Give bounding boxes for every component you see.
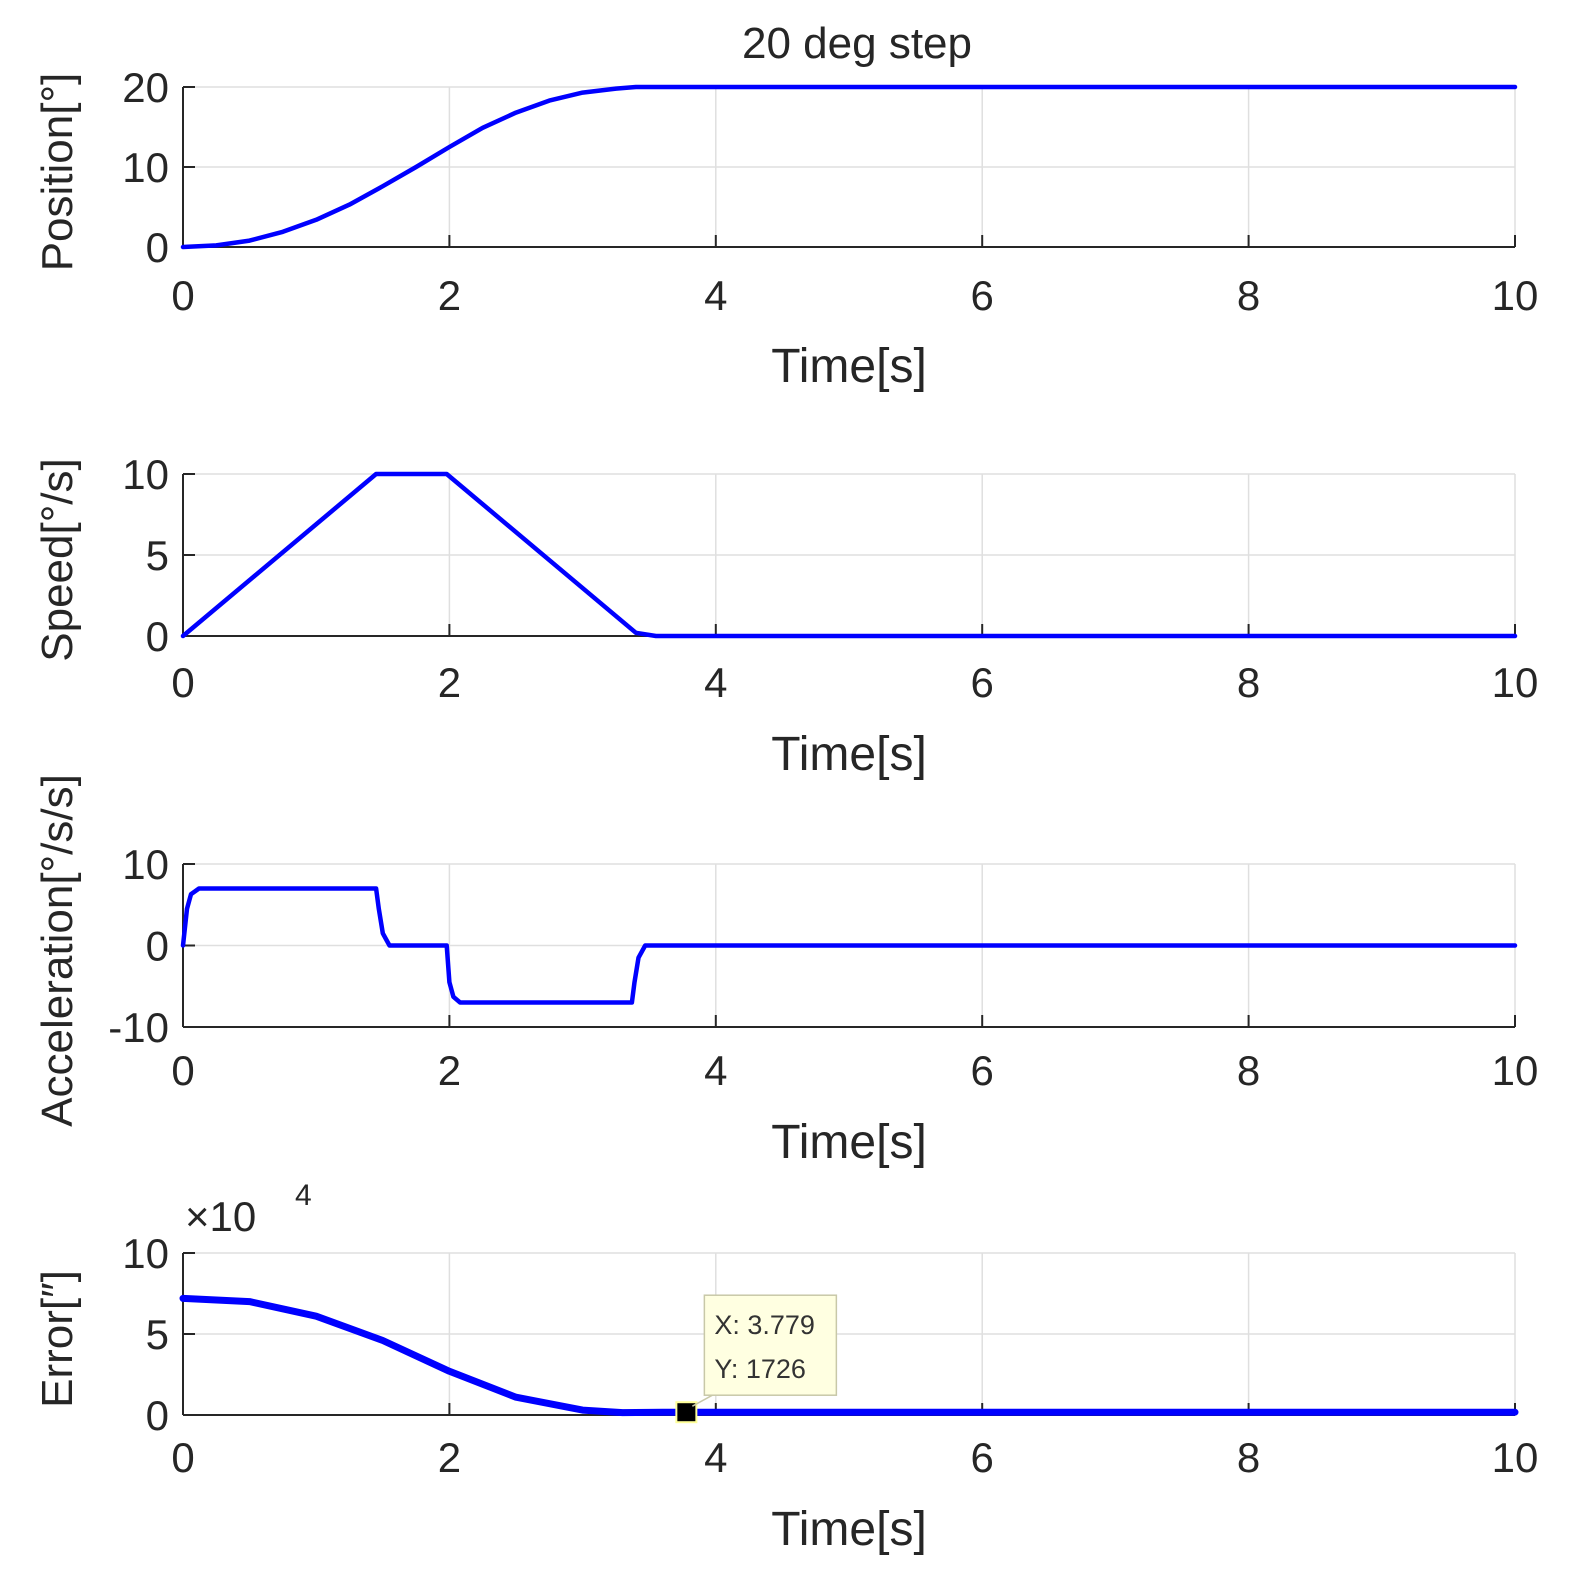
- x-tick-label: 10: [1492, 1434, 1539, 1481]
- x-tick-label: 10: [1492, 272, 1539, 319]
- y-tick-label: 10: [122, 144, 169, 191]
- y-axis-label: Acceleration[°/s/s]: [33, 774, 82, 1127]
- x-tick-label: 2: [438, 272, 461, 319]
- y-axis-exponent-power: 4: [295, 1179, 312, 1212]
- y-axis-exponent: ×10: [185, 1193, 256, 1240]
- x-tick-label: 0: [171, 272, 194, 319]
- series-line-position: [180, 84, 1518, 250]
- subplot-4: 0 2 4 6 8 10 0 5 10 Time[s] Error[″] ×10 4 X: 3.779 Y:…: [33, 1179, 1538, 1556]
- x-axis-label: Time[s]: [771, 1116, 927, 1169]
- series-line-error: [179, 1294, 1519, 1417]
- y-tick-label: 10: [122, 841, 169, 888]
- subplot-2: 0 2 4 6 8 10 0 5 10 Time[s] Speed[°/s]: [33, 451, 1538, 781]
- y-tick-label: 0: [146, 923, 169, 970]
- subplot-1: 0 2 4 6 8 10 0 10 20 Time[s] Position[°] 20 deg ste…: [33, 19, 1538, 393]
- datatip-pointer: [692, 1394, 713, 1407]
- datatip-marker: [675, 1401, 698, 1424]
- datatip-x-text: X: 3.779: [714, 1310, 815, 1340]
- y-axis-label: Speed[°/s]: [33, 458, 82, 662]
- x-axis-label: Time[s]: [771, 340, 927, 393]
- x-tick-label: 8: [1237, 272, 1260, 319]
- y-tick-label: 5: [146, 532, 169, 579]
- x-tick-label: 4: [704, 272, 727, 319]
- x-tick-label: 6: [971, 272, 994, 319]
- x-tick-label: 8: [1237, 659, 1260, 706]
- x-tick-label: 6: [971, 659, 994, 706]
- datatip-box: [703, 1294, 838, 1396]
- y-tick-label: 0: [146, 224, 169, 271]
- x-tick-label: 6: [971, 1047, 994, 1094]
- x-tick-label: 2: [438, 1434, 461, 1481]
- y-axis-label: Error[″]: [33, 1270, 82, 1408]
- x-tick-label: 10: [1492, 1047, 1539, 1094]
- series-line-acceleration: [180, 886, 1518, 1005]
- y-tick-label: -10: [108, 1004, 169, 1051]
- x-tick-label: 2: [438, 1047, 461, 1094]
- x-tick-label: 0: [171, 659, 194, 706]
- x-tick-label: 8: [1237, 1434, 1260, 1481]
- x-tick-label: 0: [171, 1047, 194, 1094]
- datatip-y-text: Y: 1726: [714, 1354, 806, 1384]
- y-tick-label: 10: [122, 451, 169, 498]
- x-tick-label: 4: [704, 1434, 727, 1481]
- y-axis-label: Position[°]: [33, 73, 82, 272]
- y-tick-label: 5: [146, 1311, 169, 1358]
- x-tick-label: 4: [704, 1047, 727, 1094]
- series-line-speed: [180, 471, 1518, 639]
- x-tick-label: 4: [704, 659, 727, 706]
- y-tick-label: 20: [122, 64, 169, 111]
- x-axis-label: Time[s]: [771, 728, 927, 781]
- y-tick-label: 0: [146, 1392, 169, 1439]
- y-tick-label: 0: [146, 613, 169, 660]
- x-tick-label: 6: [971, 1434, 994, 1481]
- chart-title: 20 deg step: [742, 19, 972, 68]
- x-tick-label: 10: [1492, 659, 1539, 706]
- x-tick-label: 0: [171, 1434, 194, 1481]
- y-tick-label: 10: [122, 1230, 169, 1277]
- x-tick-label: 2: [438, 659, 461, 706]
- x-axis-label: Time[s]: [771, 1503, 927, 1556]
- x-tick-label: 8: [1237, 1047, 1260, 1094]
